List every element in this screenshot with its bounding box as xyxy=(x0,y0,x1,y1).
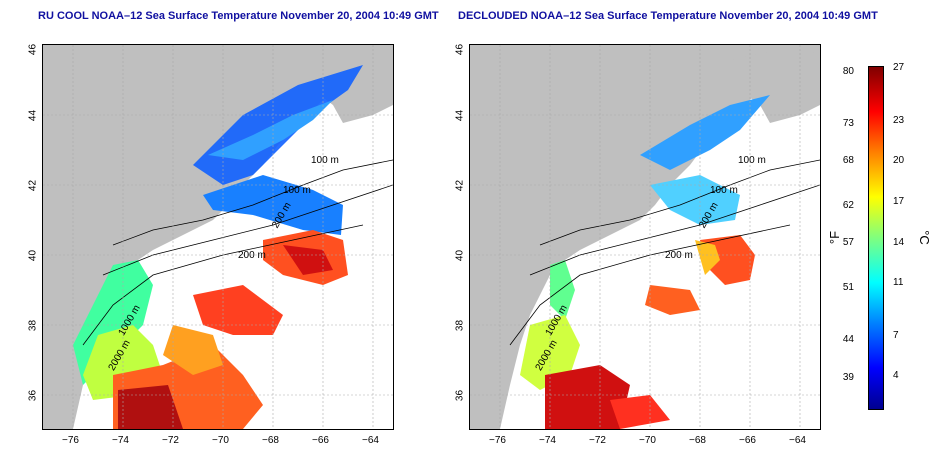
f-tick: 68 xyxy=(842,155,854,166)
lon-tick: −66 xyxy=(312,435,329,446)
contour-label: 100 m xyxy=(738,155,766,166)
lon-tick: −70 xyxy=(639,435,656,446)
lon-tick: −70 xyxy=(212,435,229,446)
lat-tick: 38 xyxy=(454,319,466,332)
lon-tick: −72 xyxy=(162,435,179,446)
f-tick: 73 xyxy=(842,118,854,129)
lat-tick: 42 xyxy=(454,179,466,192)
c-tick: 17 xyxy=(893,196,905,207)
contour-label: 100 m xyxy=(710,185,738,196)
lon-tick: −72 xyxy=(589,435,606,446)
f-tick: 57 xyxy=(842,237,854,248)
c-tick: 23 xyxy=(893,115,905,126)
temperature-colorbar xyxy=(868,66,884,410)
lat-tick: 44 xyxy=(27,109,39,122)
contour-label: 200 m xyxy=(665,250,693,261)
right-map-title: DECLOUDED NOAA–12 Sea Surface Temperatur… xyxy=(458,10,878,22)
f-tick: 51 xyxy=(842,282,854,293)
c-tick: 4 xyxy=(893,370,899,381)
f-tick: 44 xyxy=(842,334,854,345)
lon-tick: −76 xyxy=(489,435,506,446)
lon-tick: −68 xyxy=(689,435,706,446)
lon-tick: −64 xyxy=(789,435,806,446)
fahrenheit-label: °F xyxy=(827,230,843,245)
lat-tick: 40 xyxy=(27,249,39,262)
contour-label: 100 m xyxy=(311,155,339,166)
f-tick: 39 xyxy=(842,372,854,383)
c-tick: 11 xyxy=(893,277,904,288)
f-tick: 80 xyxy=(842,66,854,77)
lon-tick: −64 xyxy=(362,435,379,446)
lat-tick: 38 xyxy=(27,319,39,332)
contour-label: 100 m xyxy=(283,185,311,196)
c-tick: 20 xyxy=(893,155,905,166)
c-tick: 27 xyxy=(893,62,905,73)
c-tick: 7 xyxy=(893,330,899,341)
lat-tick: 44 xyxy=(454,109,466,122)
right-sst-map: 100 m 100 m 200 m 1000 m 2000 m 200 m xyxy=(469,44,821,430)
lat-tick: 36 xyxy=(454,389,466,402)
f-tick: 62 xyxy=(842,200,854,211)
lon-tick: −74 xyxy=(539,435,556,446)
lon-tick: −68 xyxy=(262,435,279,446)
celsius-label: °C xyxy=(916,230,932,245)
lat-tick: 36 xyxy=(27,389,39,402)
lat-tick: 40 xyxy=(454,249,466,262)
lon-tick: −74 xyxy=(112,435,129,446)
c-tick: 14 xyxy=(893,237,905,248)
lat-tick: 42 xyxy=(27,179,39,192)
lon-tick: −66 xyxy=(739,435,756,446)
lat-tick: 46 xyxy=(454,43,466,56)
lon-tick: −76 xyxy=(62,435,79,446)
left-sst-map: 100 m 100 m 200 m 1000 m 2000 m 200 m xyxy=(42,44,394,430)
lat-tick: 46 xyxy=(27,43,39,56)
contour-label: 200 m xyxy=(238,250,266,261)
left-map-title: RU COOL NOAA–12 Sea Surface Temperature … xyxy=(38,10,439,22)
